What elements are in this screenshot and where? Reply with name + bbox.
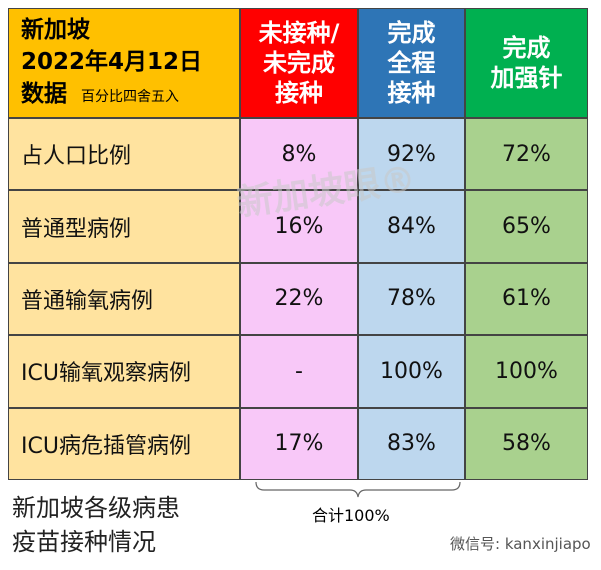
bracket-line xyxy=(255,481,461,498)
header-line: 全程 xyxy=(387,49,436,77)
header-line: 未完成 xyxy=(263,49,335,77)
header-line: 数据 百分比四舍五入 xyxy=(21,78,179,113)
header-line: 加强针 xyxy=(490,64,563,92)
value-cell: 83% xyxy=(358,407,465,480)
value-cell: 8% xyxy=(240,118,358,191)
header-line: 新加坡 xyxy=(21,16,90,43)
value-cell: 17% xyxy=(240,407,358,480)
value-cell: 16% xyxy=(240,190,358,263)
value-cell: 84% xyxy=(358,190,465,263)
value-cell: 92% xyxy=(358,118,465,191)
value-cell: 78% xyxy=(358,262,465,336)
header-cell: 新加坡 2022年4月12日 数据 百分比四舍五入 xyxy=(8,8,240,118)
row-label: ICU输氧观察病例 xyxy=(8,335,240,408)
header-cell: 完成 全程 接种 xyxy=(358,8,465,118)
header-line: 完成 xyxy=(502,34,551,62)
header-line: 接种 xyxy=(275,79,323,107)
value-cell: 58% xyxy=(465,407,588,480)
value-cell: 65% xyxy=(465,190,588,263)
header-cell: 完成 加强针 xyxy=(465,8,588,118)
value-cell: 61% xyxy=(465,262,588,336)
caption: 新加坡各级病患 xyxy=(12,494,180,522)
value-cell: 100% xyxy=(358,335,465,408)
row-label: 占人口比例 xyxy=(8,118,240,191)
header-note: 百分比四舍五入 xyxy=(81,88,179,105)
header-line: 数据 xyxy=(21,80,67,107)
header-line: 接种 xyxy=(387,79,436,107)
sum-note: 合计100% xyxy=(312,506,390,525)
value-cell: 100% xyxy=(465,335,588,408)
header-line: 2022年4月12日 xyxy=(21,48,203,75)
header-cell: 未接种/未完成 接种 xyxy=(240,8,358,118)
value-cell: 72% xyxy=(465,118,588,191)
wechat-id: 微信号: kanxinjiapo xyxy=(450,535,591,553)
value-cell: 22% xyxy=(240,262,358,336)
header-line: 完成 xyxy=(387,19,436,47)
header-line: 未接种/ xyxy=(258,19,340,47)
value-cell: - xyxy=(240,335,358,408)
row-label: 普通型病例 xyxy=(8,190,240,263)
caption: 疫苗接种情况 xyxy=(12,528,156,556)
row-label: ICU病危插管病例 xyxy=(8,407,240,480)
row-label: 普通输氧病例 xyxy=(8,262,240,336)
